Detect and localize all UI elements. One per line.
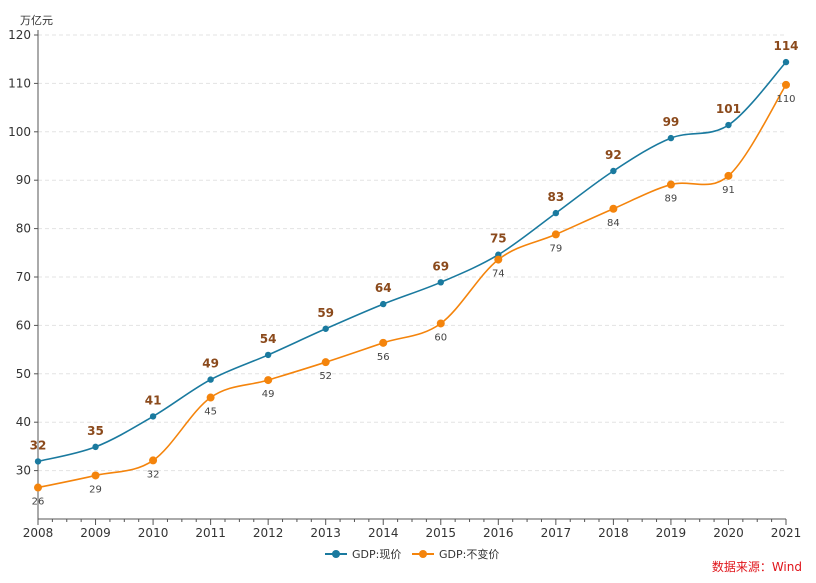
data-point <box>149 413 157 420</box>
data-label: 79 <box>549 243 562 254</box>
data-label: 54 <box>260 332 277 346</box>
x-tick-label: 2008 <box>23 526 54 540</box>
data-point <box>666 180 675 189</box>
x-tick-label: 2021 <box>771 526 802 540</box>
y-tick-label: 30 <box>16 464 31 478</box>
data-point <box>264 351 272 359</box>
data-point <box>610 167 617 175</box>
y-tick-label: 40 <box>16 415 31 429</box>
data-point <box>782 58 790 66</box>
grid-lines <box>38 34 786 472</box>
data-point <box>322 325 329 332</box>
legend-marker <box>332 550 340 558</box>
data-point <box>437 279 444 286</box>
data-label: 74 <box>492 269 505 280</box>
data-label: 29 <box>89 484 102 495</box>
data-point <box>91 471 100 480</box>
data-label: 32 <box>30 438 47 452</box>
data-point <box>379 338 388 347</box>
x-tick-label: 2009 <box>80 526 111 540</box>
y-axis-unit: 万亿元 <box>20 14 53 27</box>
data-label: 89 <box>665 194 678 205</box>
data-label: 91 <box>722 185 735 196</box>
data-label: 92 <box>605 148 622 162</box>
data-label: 75 <box>490 232 507 246</box>
data-label: 59 <box>317 306 334 320</box>
data-label: 60 <box>434 332 447 343</box>
series-line-1 <box>37 84 787 489</box>
axes: 万亿元 30 40 50 60 70 80 90 100 110 120 2008 2009 2010 2… <box>8 14 801 540</box>
source-note: 数据来源：Wind <box>711 560 802 574</box>
data-label: 99 <box>663 115 680 129</box>
data-point <box>436 319 445 328</box>
data-label: 56 <box>377 352 390 363</box>
y-tick-label: 70 <box>16 270 31 284</box>
data-label: 26 <box>32 497 45 508</box>
data-label: 84 <box>607 218 620 229</box>
y-tick-label: 120 <box>8 28 31 42</box>
y-tick-label: 50 <box>16 367 31 381</box>
data-label: 32 <box>147 469 160 480</box>
y-tick-label: 110 <box>8 76 31 90</box>
data-point <box>92 443 99 451</box>
data-point <box>264 376 273 385</box>
data-label: 49 <box>262 389 275 400</box>
data-point <box>34 483 42 492</box>
legend-label: GDP:不变价 <box>439 547 499 561</box>
y-tick-label: 60 <box>16 318 31 332</box>
data-point <box>34 458 42 465</box>
data-point <box>667 134 675 142</box>
legend-marker <box>419 550 427 558</box>
x-tick-label: 2019 <box>656 526 687 540</box>
x-tick-label: 2011 <box>195 526 226 540</box>
y-tick-label: 90 <box>16 173 31 187</box>
data-point <box>551 230 560 239</box>
data-labels: 32 35 41 49 54 59 64 69 75 83 92 99 101 114 26 29 32 45 49… <box>30 39 799 507</box>
x-tick-label: 2014 <box>368 526 399 540</box>
y-tick-label: 100 <box>8 125 31 139</box>
data-point <box>609 204 618 213</box>
series-lines <box>34 58 790 492</box>
legend-item-0[interactable]: GDP:现价 <box>325 548 401 561</box>
x-tick-label: 2010 <box>138 526 169 540</box>
data-point <box>380 300 387 308</box>
legend-item-1[interactable]: GDP:不变价 <box>412 547 499 561</box>
data-label: 41 <box>145 393 162 407</box>
data-label: 114 <box>773 39 798 53</box>
data-label: 69 <box>432 259 449 273</box>
x-tick-label: 2017 <box>541 526 572 540</box>
data-label: 35 <box>87 424 104 438</box>
data-point <box>782 80 790 89</box>
data-point <box>494 255 503 264</box>
data-label: 45 <box>204 407 217 418</box>
x-tick-label: 2016 <box>483 526 514 540</box>
data-point <box>206 393 215 402</box>
x-tick-label: 2012 <box>253 526 284 540</box>
x-tick-label: 2018 <box>598 526 629 540</box>
data-point <box>149 456 158 465</box>
data-point <box>207 376 214 383</box>
data-label: 64 <box>375 281 392 295</box>
x-tick-label: 2013 <box>310 526 341 540</box>
legend-label: GDP:现价 <box>352 548 401 561</box>
legend[interactable]: GDP:现价 GDP:不变价 <box>325 547 499 561</box>
x-tick-label: 2020 <box>713 526 744 540</box>
data-point <box>321 358 330 367</box>
data-point <box>724 171 733 180</box>
y-tick-label: 80 <box>16 222 31 236</box>
data-point <box>552 209 560 217</box>
data-label: 83 <box>547 190 564 204</box>
data-label: 110 <box>776 94 795 105</box>
data-label: 52 <box>319 371 332 382</box>
data-point <box>725 121 732 129</box>
data-label: 101 <box>716 102 741 116</box>
data-label: 49 <box>202 357 219 371</box>
x-tick-label: 2015 <box>425 526 456 540</box>
